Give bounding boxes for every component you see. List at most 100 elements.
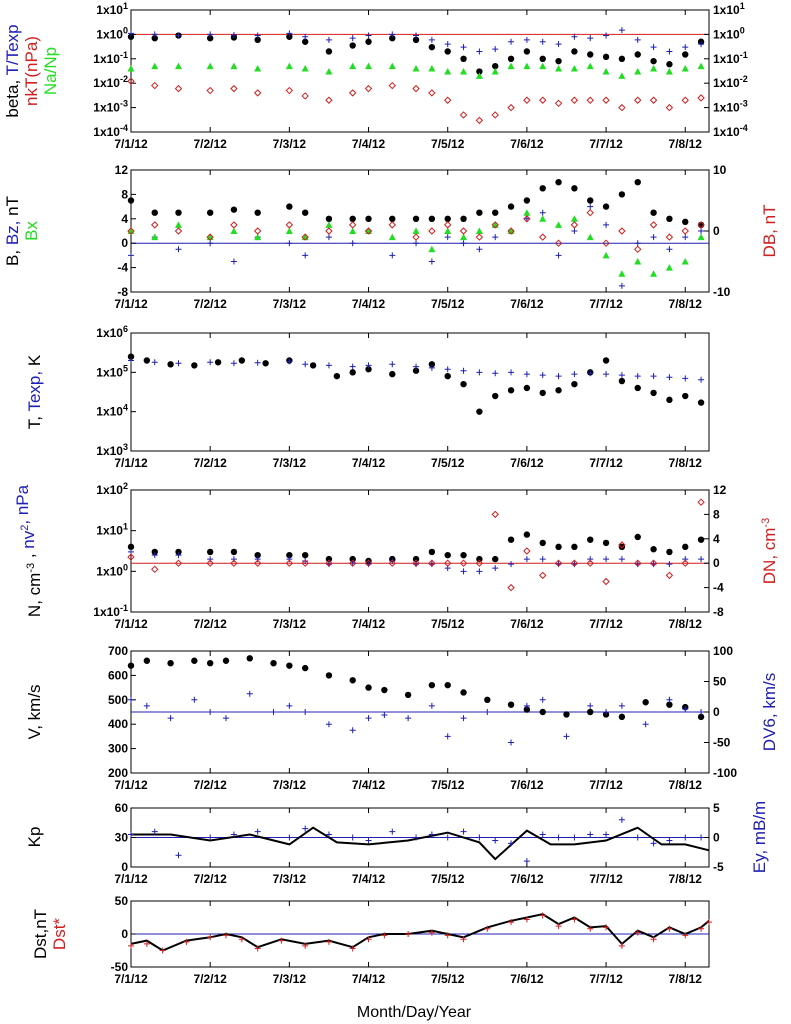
data-point xyxy=(682,834,689,841)
data-point xyxy=(325,48,333,55)
data-point xyxy=(508,369,515,376)
data-point xyxy=(191,696,198,703)
data-point xyxy=(151,209,158,216)
data-point xyxy=(389,252,396,259)
data-point xyxy=(476,834,483,841)
x-axis-title: Month/Day/Year xyxy=(357,1004,472,1021)
y-tick-label: 700 xyxy=(108,644,128,658)
data-point xyxy=(151,359,158,366)
data-point xyxy=(389,557,396,564)
data-point xyxy=(460,568,467,575)
data-point xyxy=(681,227,689,235)
data-point xyxy=(475,116,484,125)
data-point xyxy=(127,353,135,360)
y-axis-label: Dst* xyxy=(50,918,69,951)
x-tick-label: 7/6/12 xyxy=(510,778,544,792)
data-point xyxy=(128,696,134,703)
x-tick-label: 7/8/12 xyxy=(669,972,703,986)
x-tick-label: 7/4/12 xyxy=(352,778,386,792)
data-point xyxy=(682,51,689,58)
data-point xyxy=(586,208,594,217)
data-point xyxy=(349,215,356,222)
x-tick-label: 7/3/12 xyxy=(273,778,307,792)
data-point xyxy=(634,36,641,43)
data-point xyxy=(523,706,531,713)
y-axis-label: V, km/s xyxy=(25,684,44,739)
data-point xyxy=(682,234,689,241)
right-tick-label: 0 xyxy=(713,705,720,719)
data-point xyxy=(444,234,451,241)
data-point xyxy=(650,270,658,277)
data-point xyxy=(388,233,396,241)
x-tick-label: 7/2/12 xyxy=(193,297,227,311)
right-axis-label: DB, nT xyxy=(760,205,779,258)
data-point xyxy=(539,55,546,62)
y-tick-label: 8 xyxy=(121,187,128,201)
data-point xyxy=(254,233,262,241)
right-tick-label: 0 xyxy=(713,556,720,570)
data-point xyxy=(523,702,530,709)
data-point xyxy=(649,559,658,567)
x-tick-label: 7/5/12 xyxy=(431,617,465,631)
x-tick-label: 7/6/12 xyxy=(510,297,544,311)
y-tick-label: 50 xyxy=(115,894,129,908)
x-tick-label: 7/8/12 xyxy=(669,617,703,631)
data-point xyxy=(285,221,294,229)
data-point xyxy=(618,103,626,112)
data-point xyxy=(460,828,467,835)
y-tick-label: 1x100 xyxy=(96,562,128,578)
data-point xyxy=(230,360,237,367)
data-point xyxy=(206,34,214,42)
data-point xyxy=(618,377,626,385)
data-point xyxy=(301,233,309,241)
data-point xyxy=(381,712,388,719)
data-point xyxy=(666,48,673,55)
right-tick-label: 1x101 xyxy=(713,1,745,17)
y-tick-label: 1x105 xyxy=(96,363,128,379)
data-point xyxy=(325,68,333,75)
data-point xyxy=(127,197,135,204)
data-point xyxy=(206,660,214,667)
data-point xyxy=(365,32,372,39)
x-tick-label: 7/5/12 xyxy=(431,297,465,311)
data-point xyxy=(634,533,641,541)
data-point xyxy=(682,932,689,939)
data-point xyxy=(603,924,610,931)
x-tick-label: 7/5/12 xyxy=(431,456,465,470)
data-point xyxy=(539,912,546,919)
right-tick-label: 1x10-1 xyxy=(713,50,748,66)
data-point xyxy=(697,399,705,406)
x-tick-label: 7/3/12 xyxy=(273,617,307,631)
x-tick-label: 7/5/12 xyxy=(431,872,465,886)
data-point xyxy=(665,103,674,112)
data-point xyxy=(554,559,563,567)
data-point xyxy=(523,96,531,104)
data-point xyxy=(365,837,372,844)
data-point xyxy=(460,551,467,559)
data-point xyxy=(444,227,452,234)
data-point xyxy=(682,705,689,712)
data-point xyxy=(682,556,689,563)
data-point xyxy=(618,702,625,709)
y-tick-label: 60 xyxy=(115,801,129,815)
data-point xyxy=(666,246,673,253)
y-tick-label: 30 xyxy=(115,831,129,845)
data-point xyxy=(254,556,261,563)
x-tick-label: 7/2/12 xyxy=(193,617,227,631)
data-point xyxy=(570,221,579,229)
x-tick-label: 7/5/12 xyxy=(431,137,465,151)
data-point xyxy=(286,358,293,365)
data-point xyxy=(428,227,436,235)
data-point xyxy=(476,369,483,376)
x-tick-label: 7/5/12 xyxy=(431,972,465,986)
y-tick-label: 500 xyxy=(108,693,128,707)
data-point xyxy=(603,709,610,715)
data-point xyxy=(460,44,467,51)
series-red xyxy=(127,77,705,125)
data-point xyxy=(254,209,261,216)
y-tick-label: -4 xyxy=(117,261,128,275)
data-point xyxy=(603,831,610,838)
data-point xyxy=(523,547,531,555)
series-black xyxy=(127,353,705,415)
data-point xyxy=(444,372,451,380)
